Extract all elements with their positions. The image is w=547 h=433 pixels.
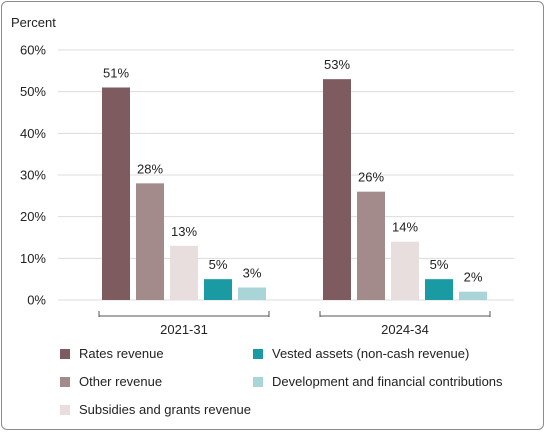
bar-value-label: 5% — [209, 257, 228, 272]
x-tick-label: 2021-31 — [160, 322, 208, 337]
y-tick-label: 50% — [20, 84, 46, 99]
bar-value-label: 14% — [392, 220, 418, 235]
bar-value-label: 3% — [243, 266, 262, 281]
bar — [459, 291, 487, 300]
y-tick-label: 0% — [27, 293, 46, 308]
bar-value-label: 5% — [430, 257, 449, 272]
bar-value-label: 2% — [464, 270, 483, 285]
bar — [102, 87, 130, 300]
bar — [204, 279, 232, 300]
y-tick-label: 60% — [20, 43, 46, 58]
y-tick-label: 40% — [20, 126, 46, 141]
bar — [136, 183, 164, 300]
bar-value-label: 53% — [324, 57, 350, 72]
bar — [170, 245, 198, 300]
bar — [391, 241, 419, 300]
bar-value-label: 26% — [358, 170, 384, 185]
bar — [238, 287, 266, 300]
bar — [357, 191, 385, 300]
bar — [323, 79, 351, 301]
bar-value-label: 13% — [171, 224, 197, 239]
bar-value-label: 28% — [137, 161, 163, 176]
x-tick-label: 2024-34 — [381, 322, 429, 337]
y-tick-label: 30% — [20, 168, 46, 183]
y-axis-label: Percent — [11, 15, 56, 30]
y-tick-label: 10% — [20, 251, 46, 266]
bar — [425, 279, 453, 300]
bar-value-label: 51% — [103, 66, 129, 81]
y-tick-label: 20% — [20, 209, 46, 224]
